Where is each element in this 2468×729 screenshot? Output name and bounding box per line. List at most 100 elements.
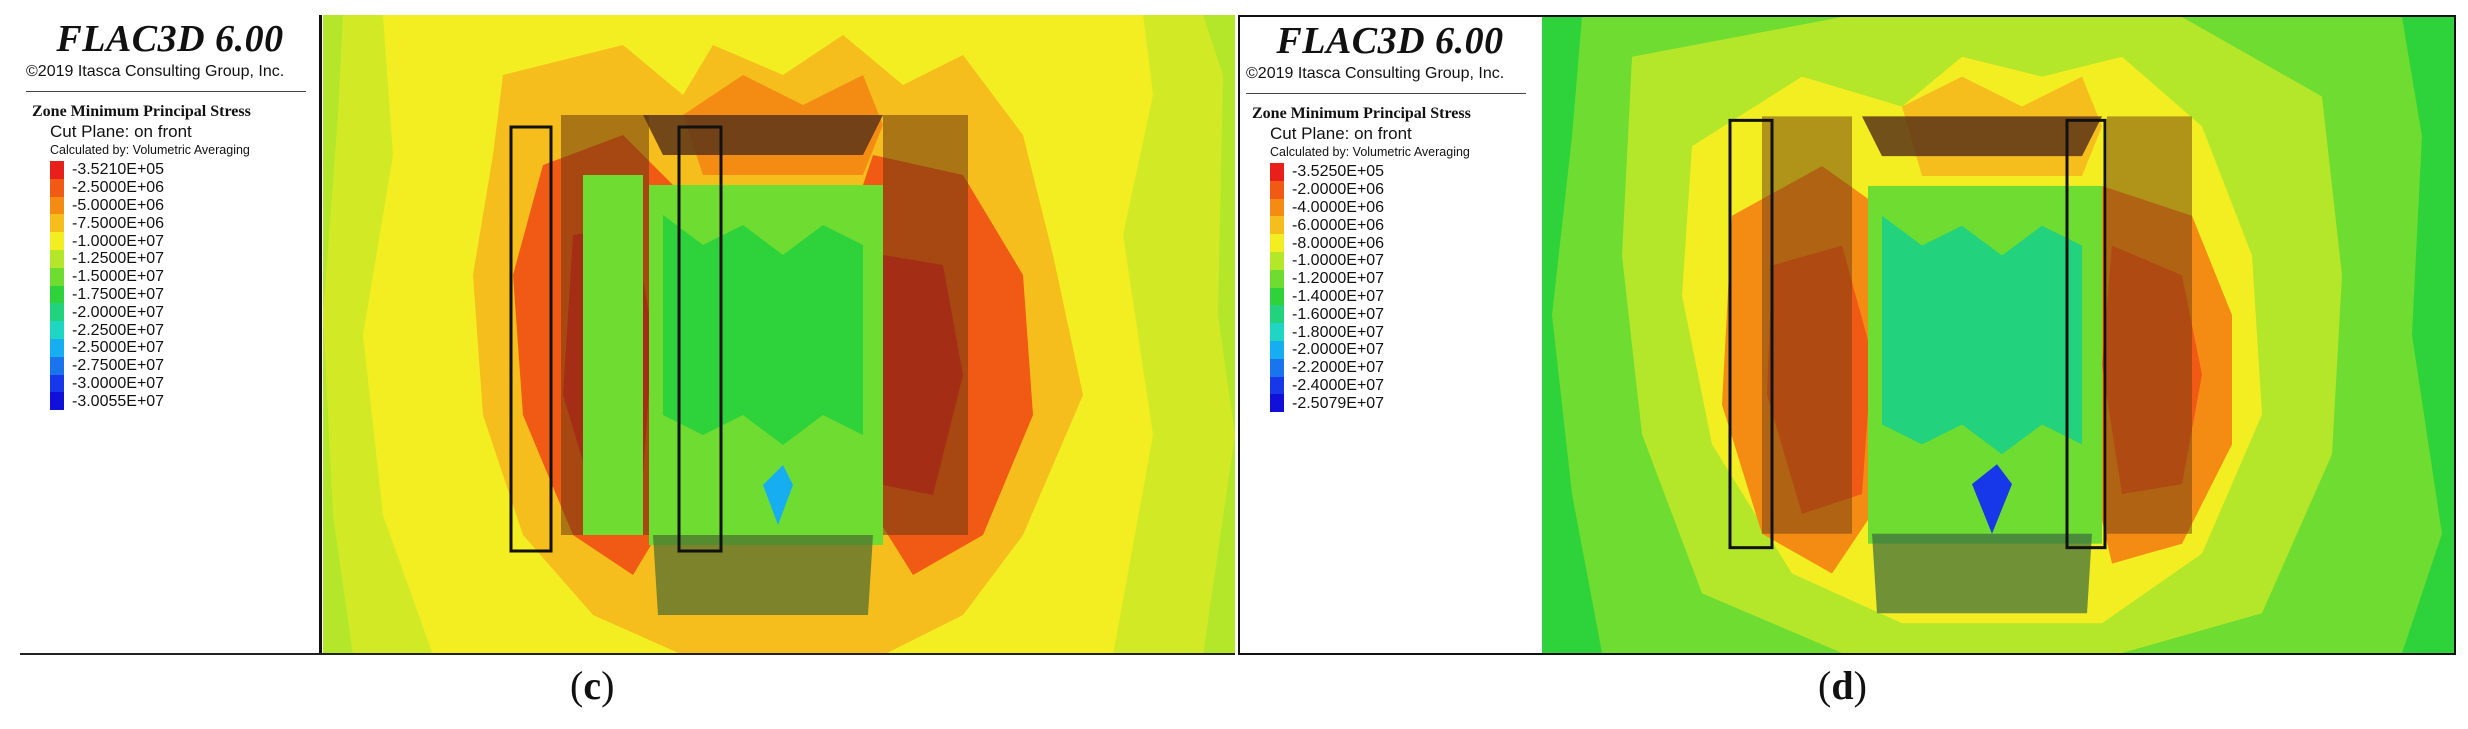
color-swatch [50, 161, 64, 179]
scale-row: -1.0000E+07 [50, 232, 164, 250]
calculation-label: Calculated by: Volumetric Averaging [50, 143, 250, 157]
color-swatch [1270, 234, 1284, 252]
scale-row: -5.0000E+06 [50, 196, 164, 215]
scale-label: -1.7500E+07 [72, 285, 165, 303]
roadway-roof-face [643, 115, 883, 155]
right-pillar-shadow [2107, 116, 2192, 534]
legend-divider [26, 91, 306, 92]
scale-label: -2.7500E+07 [72, 357, 165, 375]
calculation-label: Calculated by: Volumetric Averaging [1270, 145, 1470, 159]
panel-d: FLAC3D 6.00 ©2019 Itasca Consulting Grou… [1238, 15, 2456, 655]
scale-label: -2.5079E+07 [1292, 394, 1385, 412]
caption-open: ( [1818, 663, 1832, 708]
floor-heave-zone [1972, 464, 2012, 534]
color-scale: -3.5250E+05 -2.0000E+06 -4.0000E+06 -6.0… [1270, 163, 1385, 413]
color-scale: -3.5210E+05 -2.5000E+06 -5.0000E+06 -7.5… [50, 161, 165, 411]
color-swatch [50, 178, 64, 197]
left-measurement-box [509, 125, 553, 553]
color-swatch [1270, 251, 1284, 270]
scale-row: -1.2500E+07 [50, 249, 165, 268]
scale-label: -1.2000E+07 [1292, 270, 1385, 288]
scale-row: -2.2000E+07 [1270, 358, 1384, 377]
scale-row: -3.5210E+05 [50, 161, 164, 179]
floor-heave-zone [763, 465, 793, 525]
scale-label: -1.0000E+07 [1292, 252, 1385, 270]
left-measurement-box [1728, 118, 1774, 550]
software-title: FLAC3D 6.00 [56, 18, 284, 60]
copyright-text: ©2019 Itasca Consulting Group, Inc. [26, 63, 285, 80]
color-swatch [1270, 163, 1284, 181]
scale-row: -2.0000E+07 [1270, 340, 1384, 359]
scale-row: -2.5079E+07 [1270, 394, 1385, 413]
scale-row: -7.5000E+06 [50, 214, 165, 233]
roadway-floor-face [1872, 533, 2092, 614]
legend-panel: FLAC3D 6.00 ©2019 Itasca Consulting Grou… [20, 15, 322, 655]
scale-row: -2.4000E+07 [1270, 376, 1385, 395]
color-swatch [1270, 216, 1284, 235]
roadway-floor-zone [583, 175, 643, 535]
contour-svg [323, 15, 1235, 655]
stress-contour-plot [323, 15, 1235, 655]
scale-row: -6.0000E+06 [1270, 216, 1385, 235]
caption-close: ) [1853, 663, 1867, 708]
right-measurement-box [2065, 118, 2107, 550]
legend-divider [1246, 93, 1526, 94]
scale-label: -2.2500E+07 [72, 321, 165, 339]
scale-row: -1.7500E+07 [50, 285, 165, 304]
color-swatch [50, 214, 64, 233]
color-swatch [1270, 394, 1284, 413]
scale-label: -1.0000E+07 [72, 232, 165, 250]
scale-row: -3.0055E+07 [50, 392, 165, 411]
scale-label: -7.5000E+06 [72, 214, 165, 232]
scale-row: -2.2500E+07 [50, 321, 164, 339]
color-swatch [50, 303, 64, 322]
scale-row: -1.5000E+07 [50, 267, 165, 286]
scale-row: -1.0000E+07 [1270, 251, 1385, 270]
color-swatch [1270, 376, 1284, 395]
scale-label: -2.0000E+07 [72, 303, 165, 321]
scale-row: -3.5250E+05 [1270, 163, 1384, 181]
cut-plane-label: Cut Plane: on front [50, 122, 192, 141]
caption-c: (c) [570, 662, 614, 709]
color-swatch [1270, 180, 1284, 199]
scale-label: -4.0000E+06 [1292, 198, 1385, 216]
color-swatch [50, 285, 64, 304]
scale-row: -2.5000E+06 [50, 178, 165, 197]
quantity-label: Zone Minimum Principal Stress [32, 103, 251, 120]
scale-label: -6.0000E+06 [1292, 216, 1385, 234]
scale-label: -2.5000E+07 [72, 339, 165, 357]
color-swatch [50, 356, 64, 375]
scale-label: -1.6000E+07 [1292, 305, 1385, 323]
scale-label: -3.5210E+05 [72, 161, 165, 179]
copyright-text: ©2019 Itasca Consulting Group, Inc. [1246, 65, 1505, 82]
color-swatch [50, 338, 64, 357]
color-swatch [50, 267, 64, 286]
color-swatch [50, 232, 64, 250]
scale-label: -1.2500E+07 [72, 250, 165, 268]
color-swatch [50, 392, 64, 411]
scale-label: -2.4000E+07 [1292, 376, 1385, 394]
scale-label: -1.5000E+07 [72, 268, 165, 286]
legend-panel: FLAC3D 6.00 ©2019 Itasca Consulting Grou… [1240, 17, 1544, 653]
caption-letter: c [583, 663, 602, 708]
scale-row: -1.6000E+07 [1270, 305, 1385, 324]
scale-row: -1.4000E+07 [1270, 287, 1384, 306]
right-pillar-shadow [883, 115, 968, 535]
color-swatch [1270, 340, 1284, 359]
scale-row: -8.0000E+06 [1270, 234, 1384, 252]
panel-bottom-rule [20, 653, 1235, 655]
color-swatch [50, 321, 64, 339]
scale-row: -4.0000E+06 [1270, 198, 1385, 217]
scale-label: -3.0055E+07 [72, 392, 165, 410]
caption-letter: d [1831, 663, 1854, 708]
scale-label: -8.0000E+06 [1292, 234, 1385, 252]
caption-close: ) [601, 663, 615, 708]
scale-row: -1.2000E+07 [1270, 269, 1385, 288]
color-swatch [50, 249, 64, 268]
color-swatch [50, 374, 64, 393]
scale-label: -2.5000E+06 [72, 179, 165, 197]
right-measurement-box [677, 125, 723, 553]
software-title: FLAC3D 6.00 [1276, 20, 1504, 62]
panel-c: FLAC3D 6.00 ©2019 Itasca Consulting Grou… [20, 15, 1235, 655]
caption-d: (d) [1818, 662, 1867, 709]
